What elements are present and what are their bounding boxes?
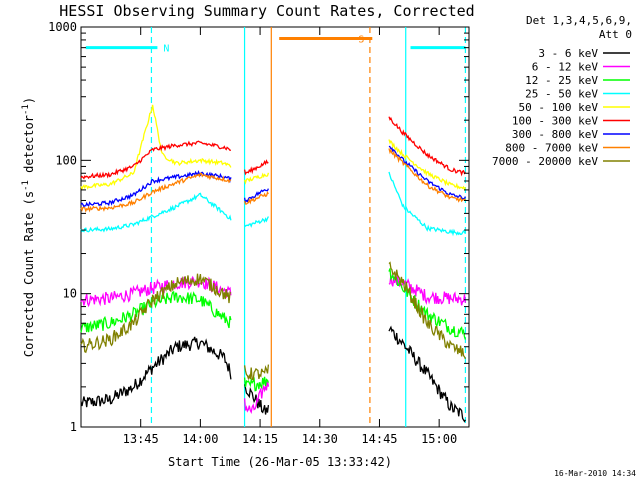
series-line-8-seg-0 (80, 273, 232, 354)
series-line-5-seg-0 (80, 140, 232, 180)
y-axis-label-sup1: -1 (21, 180, 31, 191)
y-axis-label-end: ) (22, 97, 36, 104)
chart-title: HESSI Observing Summary Count Rates, Cor… (59, 2, 474, 20)
series-line-4-seg-1 (243, 172, 270, 185)
series-line-7-seg-1 (243, 190, 269, 205)
y-tick-label-3: 1000 (48, 20, 77, 34)
footer-timestamp: 16-Mar-2010 14:34 (554, 469, 636, 478)
flag-label-1: S (358, 34, 364, 45)
series-line-7-seg-2 (388, 148, 466, 203)
legend-entry-label-8: 7000 - 20000 keV (492, 155, 598, 168)
legend-entry-label-4: 50 - 100 keV (519, 101, 599, 114)
legend-header-line-2: Att 0 (599, 28, 632, 41)
series-line-8-seg-2 (388, 261, 466, 360)
legend-entry-label-5: 100 - 300 keV (512, 115, 598, 128)
series-line-4-seg-0 (80, 104, 232, 191)
x-tick-label-1: 14:00 (182, 432, 218, 446)
series-line-1-seg-2 (388, 274, 467, 306)
series-line-2-seg-2 (388, 268, 467, 340)
legend-entry-label-1: 6 - 12 keV (532, 61, 599, 74)
flag-label-0: N (163, 44, 169, 55)
series-line-3-seg-1 (244, 216, 269, 228)
y-tick-label-2: 100 (55, 153, 77, 167)
legend-entry-label-3: 25 - 50 keV (525, 88, 598, 101)
legend-header-line-1: Det 1,3,4,5,6,9, (526, 14, 632, 27)
x-tick-label-2: 14:15 (242, 432, 278, 446)
plot-area: NS 13:45 14:00 14:15 14:30 14:45 15:00 110100… (48, 20, 470, 446)
y-tick-label-1: 10 (63, 287, 77, 301)
series-line-1-seg-1 (243, 379, 270, 415)
x-tick-label-4: 14:45 (361, 432, 397, 446)
series-line-6-seg-2 (388, 145, 466, 200)
series-line-0-seg-2 (388, 325, 466, 423)
series-line-6-seg-1 (243, 188, 269, 204)
series-line-2-seg-0 (80, 291, 232, 333)
x-ticks: 13:45 14:00 14:15 14:30 14:45 15:00 (123, 27, 457, 446)
y-axis-label-mid: detector (22, 115, 36, 180)
legend-entry-label-0: 3 - 6 keV (538, 47, 598, 60)
region-markers (150, 27, 467, 427)
series-line-8-seg-1 (243, 364, 270, 381)
series-line-2-seg-1 (243, 376, 270, 392)
series-line-4-seg-2 (388, 139, 467, 192)
x-axis-label: Start Time (26-Mar-05 13:33:42) (168, 455, 392, 469)
y-ticks: 1 10 100 1000 (48, 20, 469, 434)
legend-entry-label-6: 300 - 800 keV (512, 128, 598, 141)
legend-entry-label-2: 12 - 25 keV (525, 74, 598, 87)
series-line-5-seg-2 (388, 116, 466, 177)
y-tick-label-0: 1 (70, 420, 77, 434)
series-line-3-seg-2 (388, 171, 466, 237)
x-tick-label-3: 14:30 (302, 432, 338, 446)
series-line-6-seg-0 (80, 169, 232, 208)
plot-frame (80, 26, 470, 428)
series-lines (80, 104, 467, 423)
x-tick-label-0: 13:45 (123, 432, 159, 446)
series-line-7-seg-0 (80, 172, 232, 213)
flag-bars: NS (85, 34, 466, 55)
y-axis-label-sup2: -1 (21, 104, 31, 115)
y-axis-label: Corrected Count Rate (s-1 detector-1) (21, 97, 36, 357)
series-line-1-seg-0 (80, 275, 232, 308)
series-line-3-seg-0 (80, 192, 232, 233)
series-line-5-seg-1 (243, 159, 269, 176)
legend-entry-label-7: 800 - 7000 keV (505, 142, 598, 155)
y-axis-label-main: Corrected Count Rate (s (22, 191, 36, 357)
series-line-0-seg-0 (80, 336, 232, 408)
x-tick-label-5: 15:00 (421, 432, 457, 446)
